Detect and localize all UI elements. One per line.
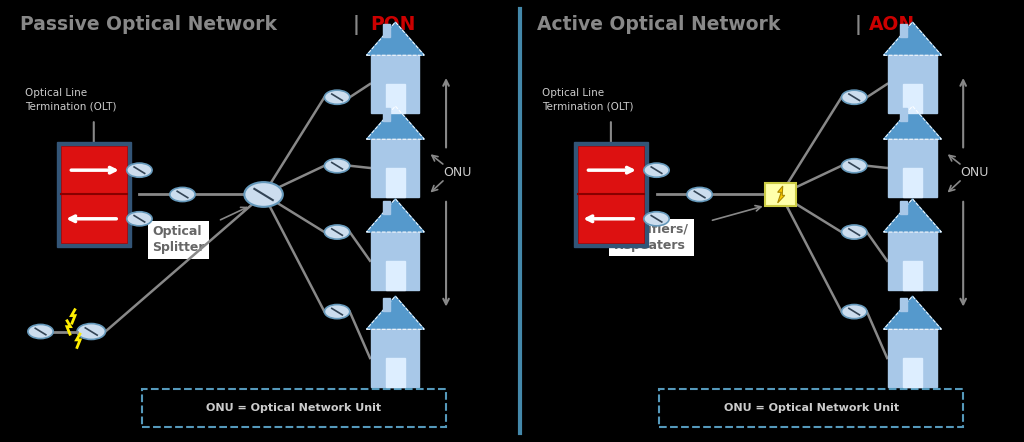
- Bar: [56, 142, 131, 247]
- Ellipse shape: [842, 225, 867, 239]
- Bar: [60, 194, 127, 243]
- Bar: [903, 84, 922, 113]
- Bar: [889, 55, 937, 113]
- Polygon shape: [777, 186, 784, 203]
- Ellipse shape: [644, 212, 670, 226]
- Text: Optical
Splitter: Optical Splitter: [152, 225, 205, 255]
- Bar: [900, 108, 906, 121]
- Text: AON: AON: [869, 15, 915, 34]
- Bar: [372, 139, 420, 197]
- Bar: [383, 24, 389, 37]
- Text: Active Optical Network: Active Optical Network: [538, 15, 787, 34]
- Polygon shape: [884, 199, 941, 232]
- Polygon shape: [884, 106, 941, 139]
- Bar: [900, 24, 906, 37]
- Polygon shape: [367, 22, 424, 55]
- Polygon shape: [884, 22, 941, 55]
- Ellipse shape: [28, 324, 53, 339]
- Bar: [889, 329, 937, 387]
- Bar: [889, 232, 937, 290]
- Ellipse shape: [170, 187, 196, 202]
- Ellipse shape: [127, 163, 152, 177]
- Ellipse shape: [127, 212, 152, 226]
- Polygon shape: [367, 296, 424, 329]
- Ellipse shape: [245, 182, 283, 207]
- Bar: [386, 261, 404, 290]
- Polygon shape: [884, 296, 941, 329]
- Text: ONU: ONU: [961, 166, 989, 179]
- Bar: [372, 329, 420, 387]
- Ellipse shape: [77, 324, 105, 339]
- Bar: [578, 146, 644, 194]
- Polygon shape: [367, 106, 424, 139]
- Bar: [900, 298, 906, 311]
- Bar: [386, 168, 404, 197]
- Text: |: |: [352, 15, 359, 35]
- Ellipse shape: [325, 159, 350, 173]
- Text: ONU: ONU: [443, 166, 472, 179]
- Bar: [903, 168, 922, 197]
- Bar: [386, 84, 404, 113]
- Polygon shape: [367, 199, 424, 232]
- Bar: [372, 55, 420, 113]
- Bar: [386, 358, 404, 387]
- Bar: [60, 146, 127, 194]
- Bar: [573, 142, 648, 247]
- Bar: [900, 201, 906, 214]
- Bar: [766, 183, 796, 206]
- Bar: [383, 298, 389, 311]
- Bar: [889, 139, 937, 197]
- Bar: [383, 108, 389, 121]
- Bar: [578, 194, 644, 243]
- Text: PON: PON: [370, 15, 416, 34]
- Bar: [903, 261, 922, 290]
- Text: Optical Line
Termination (OLT): Optical Line Termination (OLT): [543, 88, 634, 111]
- Bar: [372, 232, 420, 290]
- Ellipse shape: [325, 305, 350, 319]
- Ellipse shape: [644, 163, 670, 177]
- Bar: [903, 358, 922, 387]
- Ellipse shape: [687, 187, 713, 202]
- Text: Amplifiers/
Repeaters: Amplifiers/ Repeaters: [613, 223, 689, 252]
- Ellipse shape: [325, 225, 350, 239]
- Ellipse shape: [842, 305, 867, 319]
- Ellipse shape: [842, 159, 867, 173]
- Text: Passive Optical Network: Passive Optical Network: [20, 15, 284, 34]
- Ellipse shape: [325, 90, 350, 104]
- Text: Optical Line
Termination (OLT): Optical Line Termination (OLT): [26, 88, 117, 111]
- Text: ONU = Optical Network Unit: ONU = Optical Network Unit: [724, 403, 899, 413]
- Text: |: |: [854, 15, 861, 35]
- Text: ONU = Optical Network Unit: ONU = Optical Network Unit: [207, 403, 382, 413]
- Bar: [383, 201, 389, 214]
- Ellipse shape: [842, 90, 867, 104]
